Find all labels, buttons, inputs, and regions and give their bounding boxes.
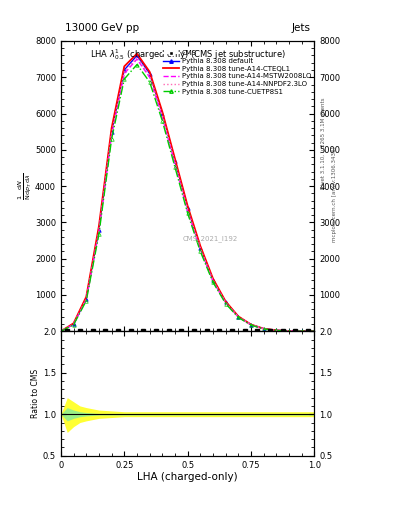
Y-axis label: Ratio to CMS: Ratio to CMS — [31, 369, 40, 418]
Text: 13000 GeV pp: 13000 GeV pp — [65, 23, 139, 33]
Text: Jets: Jets — [292, 23, 310, 33]
Text: mcplots.cern.ch [arXiv:1306.3436]: mcplots.cern.ch [arXiv:1306.3436] — [332, 147, 337, 242]
Legend: CMS, Pythia 8.308 default, Pythia 8.308 tune-A14-CTEQL1, Pythia 8.308 tune-A14-M: CMS, Pythia 8.308 default, Pythia 8.308 … — [163, 50, 311, 95]
Text: CMS_2021_I192: CMS_2021_I192 — [183, 235, 238, 242]
Text: LHA $\lambda^{1}_{0.5}$ (charged only) (CMS jet substructure): LHA $\lambda^{1}_{0.5}$ (charged only) (… — [90, 47, 286, 61]
X-axis label: LHA (charged-only): LHA (charged-only) — [137, 472, 238, 482]
Y-axis label: $\frac{1}{\mathrm{N}} \frac{\mathrm{d}N}{\mathrm{d}p_T\,\mathrm{d}\lambda}$: $\frac{1}{\mathrm{N}} \frac{\mathrm{d}N}… — [16, 173, 33, 200]
Text: Rivet 3.1.10, \u2265 3.1M events: Rivet 3.1.10, \u2265 3.1M events — [320, 98, 325, 189]
